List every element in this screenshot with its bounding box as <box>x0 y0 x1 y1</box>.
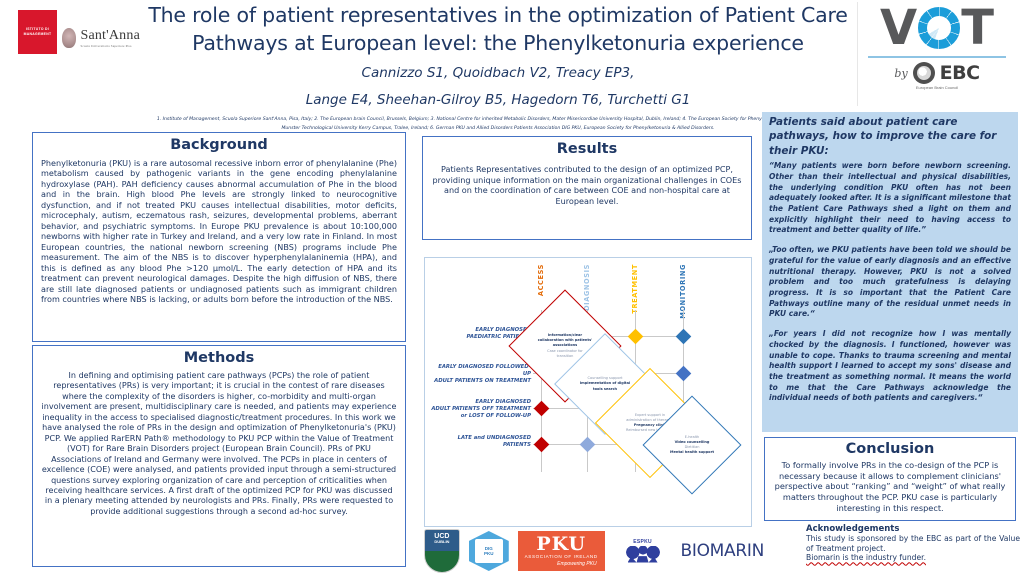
ucd-line-2: DUBLIN <box>434 539 450 544</box>
ebc-wordmark: EBC <box>939 62 980 84</box>
background-text: Phenylketonuria (PKU) is a rare autosoma… <box>41 158 397 305</box>
diagram-marker <box>533 436 550 453</box>
conclusion-title: Conclusion <box>845 441 935 457</box>
section-background: Background Phenylketonuria (PKU) is a ra… <box>32 132 406 342</box>
acknowledgements-title: Acknowledgements <box>806 524 900 534</box>
dig-line-1: DIG <box>484 545 493 551</box>
affiliations: 1. Institute of Management, Scuola Super… <box>156 117 840 131</box>
care-pathway-diagram: ACCESS DIAGNOSIS TREATMENT MONITORING EARLY … <box>424 257 752 527</box>
section-methods: Methods In defining and optimising patie… <box>32 345 406 567</box>
authors-line-1: Cannizzo S1, Quoidbach V2, Treacy EP3, <box>361 65 635 82</box>
dig-pku-logo: DIG PKU <box>468 529 509 573</box>
dig-inner-badge: DIG PKU <box>474 539 503 563</box>
poster-header: ISTITUTO DI MANAGEMENT Sant'Anna Scuola … <box>0 0 1024 131</box>
vot-divider <box>868 56 1006 58</box>
ebc-brain-icon <box>912 62 935 84</box>
vot-letter-t: T <box>961 0 994 56</box>
vot-ring-icon <box>918 7 961 49</box>
vot-letter-v: V <box>880 0 918 56</box>
pku-tagline: Empowering PKU <box>557 560 597 567</box>
ucd-dublin-logo: UCD DUBLIN <box>424 529 460 573</box>
quotes-heading: Patients said about patient care pathway… <box>769 116 997 157</box>
diagram-marker <box>533 400 550 417</box>
santanna-subtitle: Scuola Universitaria Superiore Pisa <box>80 44 132 48</box>
ucd-line-1: UCD <box>434 533 450 540</box>
page-title: The role of patient representatives in t… <box>148 3 848 55</box>
results-text: Patients Representatives contributed to … <box>432 164 742 207</box>
diagram-marker <box>675 328 692 345</box>
partner-logos: UCD DUBLIN DIG PKU PKU ASSOCIATION OF IR… <box>424 528 764 574</box>
diagram-callout-line: Counselling support <box>587 376 623 381</box>
methods-text: In defining and optimising patient care … <box>41 371 397 516</box>
diagram-row-label: EARLY DIAGNOSED FOLLOWED- UP ADULT PATIE… <box>434 364 531 385</box>
diagram-row-label: LATE and UNDIAGNOSED PATIENTS <box>457 435 531 449</box>
vot-by-label: by <box>894 66 908 80</box>
section-results: Results Patients Representatives contrib… <box>422 136 752 240</box>
acknowledgements-line-1: This study is sponsored by the EBC as pa… <box>806 534 1020 553</box>
diagram-callout-line: Mental health support <box>669 450 714 455</box>
pku-wordmark: PKU <box>536 533 587 556</box>
santanna-institute-badge: ISTITUTO DI MANAGEMENT <box>18 10 58 54</box>
santanna-crest-icon <box>62 28 77 48</box>
dig-hex-icon: DIG PKU <box>468 531 509 571</box>
vot-logo: V T by EBC European Brain Council <box>857 2 1016 106</box>
section-acknowledgements: Acknowledgements This study is sponsored… <box>806 524 1020 563</box>
title-block: The role of patient representatives in t… <box>148 2 848 133</box>
vot-wordmark: V T <box>858 2 1016 54</box>
diagram-marker <box>675 365 692 382</box>
ebc-logo: by EBC <box>858 62 1016 84</box>
diagram-column-label-diagnosis: DIAGNOSIS <box>583 264 591 311</box>
diagram-row-axis <box>533 444 691 445</box>
acknowledgements-line-2: Biomarin is the industry funder. <box>806 553 926 563</box>
section-conclusion: Conclusion To formally involve PRs in th… <box>764 437 1016 521</box>
diagram-row-label: EARLY DIAGNOSED ADULT PATIENTS OFF TREAT… <box>431 399 531 420</box>
santanna-wordmark: Sant'Anna Scuola Universitaria Superiore… <box>80 28 140 48</box>
conclusion-text: To formally involve PRs in the co-design… <box>774 460 1006 513</box>
patient-quote: „For years I did not recognize how I was… <box>769 329 1011 403</box>
diagram-marker <box>579 436 596 453</box>
dig-line-2: PKU <box>484 551 494 556</box>
pku-association-ireland-logo: PKU ASSOCIATION OF IRELAND Empowering PK… <box>517 531 605 571</box>
diagram-callout-line: E-health <box>684 434 700 439</box>
diagram-column-label-access: ACCESS <box>537 264 545 297</box>
patient-quote: „Too often, we PKU patients have been to… <box>769 245 1011 319</box>
santanna-institute-label: ISTITUTO DI MANAGEMENT <box>23 26 52 36</box>
pku-subtitle: ASSOCIATION OF IRELAND <box>524 554 598 560</box>
patient-quotes-panel: Patients said about patient care pathway… <box>762 112 1018 432</box>
santanna-logo: ISTITUTO DI MANAGEMENT Sant'Anna Scuola … <box>18 8 140 56</box>
results-title: Results <box>556 141 618 157</box>
espku-people-icon <box>625 545 660 564</box>
patient-quote: “Many patients were born before newborn … <box>769 161 1011 235</box>
espku-wordmark: ESPKU <box>633 538 652 545</box>
diagram-callout-text: E-health Video counselling Dietitian Mental… <box>658 411 726 479</box>
background-title: Background <box>170 137 268 153</box>
methods-title: Methods <box>183 350 255 366</box>
biomarin-logo: BIOMARIN <box>681 541 765 561</box>
authors-line-2: Lange E4, Sheehan-Gilroy B5, Hagedorn T6… <box>305 92 691 109</box>
diagram-column-label-treatment: TREATMENT <box>631 264 639 314</box>
santanna-name: Sant'Anna <box>80 28 140 43</box>
biomarin-wordmark: BIOMARIN <box>680 541 765 561</box>
espku-logo: ESPKU <box>614 530 672 572</box>
diagram-column-axis <box>541 310 542 472</box>
diagram-callout-line: Dietitian <box>684 445 700 449</box>
diagram-callout-diamond: E-health Video counselling Dietitian Mental… <box>642 395 742 495</box>
diagram-column-axis <box>683 310 684 472</box>
ebc-subtitle: European Brain Council <box>915 85 959 90</box>
diagram-marker <box>627 328 644 345</box>
